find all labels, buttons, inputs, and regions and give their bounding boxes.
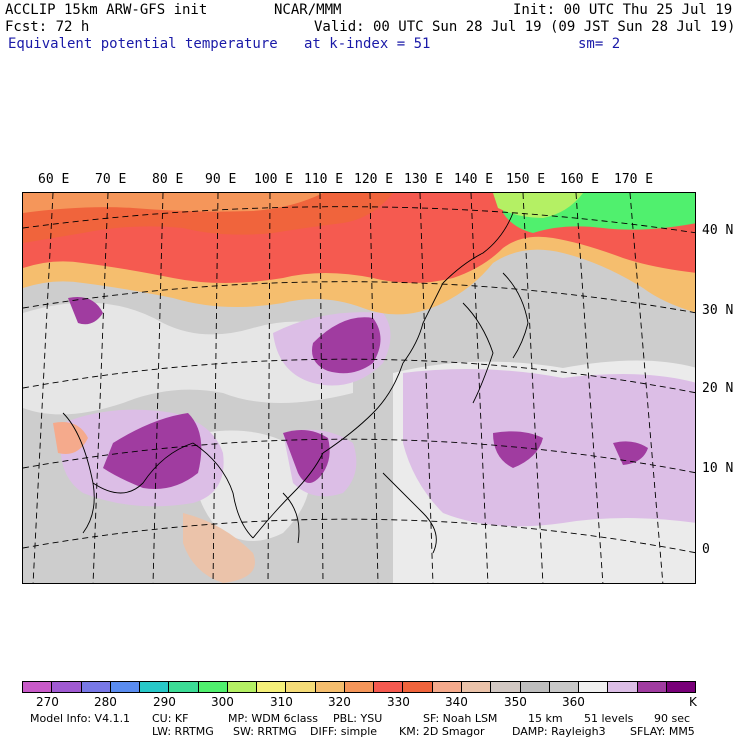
colorbar-label: 340 (445, 695, 468, 709)
pink-region (53, 422, 88, 454)
theta-e-map (22, 192, 696, 584)
purple-region (403, 369, 695, 527)
diff-scheme: DIFF: simple (310, 725, 378, 738)
colorbar-label: 330 (387, 695, 410, 709)
coastlines (62, 212, 529, 554)
colorbar-swatch (666, 682, 696, 692)
sw-scheme: SW: RRTMG (233, 725, 297, 738)
colorbar-label: 360 (562, 695, 585, 709)
light-region (195, 430, 310, 541)
colorbar-swatch (23, 682, 53, 692)
colorbar-swatch (257, 682, 287, 692)
lat-label: 20 N (702, 381, 734, 396)
colorbar-swatch (81, 682, 111, 692)
colorbar-swatch (344, 682, 375, 692)
colorbar-unit: K (689, 695, 697, 709)
colorbar-swatch (52, 682, 82, 692)
grid-spacing: 15 km (528, 712, 563, 725)
colorbar-swatch (491, 682, 521, 692)
lon-label: 120 E (354, 172, 394, 187)
orange-region (23, 193, 323, 213)
org-label: NCAR/MMM (274, 2, 342, 18)
colorbar (22, 681, 696, 693)
colorbar-swatch (315, 682, 345, 692)
level-info: at k-index = 51 (304, 36, 431, 52)
light-region (23, 302, 353, 415)
colorbar-swatch (608, 682, 638, 692)
damp-scheme: DAMP: Rayleigh3 (512, 725, 606, 738)
colorbar-label: 290 (153, 695, 176, 709)
lon-label: 70 E (95, 172, 127, 187)
colorbar-label: 280 (94, 695, 117, 709)
map-canvas (23, 193, 695, 583)
colorbar-swatch (286, 682, 316, 692)
colorbar-swatch (227, 682, 258, 692)
colorbar-label: 270 (36, 695, 59, 709)
smoothing-info: sm= 2 (578, 36, 621, 52)
colorbar-swatch (198, 682, 228, 692)
lat-label: 40 N (702, 223, 734, 238)
colorbar-swatch (432, 682, 462, 692)
colorbar-swatch (637, 682, 667, 692)
dark-purple-region (103, 413, 202, 489)
lon-label: 100 E (254, 172, 294, 187)
lon-label: 140 E (454, 172, 494, 187)
init-time: Init: 00 UTC Thu 25 Jul 19 (513, 2, 733, 18)
lon-label: 150 E (506, 172, 546, 187)
lon-label: 110 E (304, 172, 344, 187)
green-region (493, 193, 583, 218)
dark-purple-region (613, 441, 648, 465)
lat-label: 30 N (702, 303, 734, 318)
pink-region (183, 513, 255, 583)
km-scheme: KM: 2D Smagor (399, 725, 485, 738)
sflay-scheme: SFLAY: MM5 (630, 725, 695, 738)
colorbar-swatch (169, 682, 199, 692)
colorbar-swatch (374, 682, 404, 692)
lon-label: 130 E (404, 172, 444, 187)
colorbar-swatch (140, 682, 170, 692)
lon-label: 60 E (38, 172, 70, 187)
colorbar-swatch (403, 682, 433, 692)
lw-scheme: LW: RRTMG (152, 725, 214, 738)
lon-label: 160 E (560, 172, 600, 187)
sf-scheme: SF: Noah LSM (423, 712, 498, 725)
lon-label: 170 E (614, 172, 654, 187)
colorbar-label: 310 (270, 695, 293, 709)
colorbar-label: 300 (211, 695, 234, 709)
cu-scheme: CU: KF (152, 712, 189, 725)
dark-purple-region (493, 431, 543, 468)
time-step: 90 sec (654, 712, 691, 725)
lat-label: 10 N (702, 461, 734, 476)
lon-label: 80 E (152, 172, 184, 187)
field-name: Equivalent potential temperature (8, 36, 278, 52)
forecast-hour: Fcst: 72 h (5, 19, 90, 35)
colorbar-swatch (110, 682, 141, 692)
colorbar-label: 350 (504, 695, 527, 709)
pbl-scheme: PBL: YSU (333, 712, 383, 725)
lon-label: 90 E (205, 172, 237, 187)
model-info: Model Info: V4.1.1 (30, 712, 131, 725)
mp-scheme: MP: WDM 6class (228, 712, 318, 725)
model-title: ACCLIP 15km ARW-GFS init (5, 2, 208, 18)
level-count: 51 levels (584, 712, 634, 725)
colorbar-swatch (520, 682, 550, 692)
valid-time: Valid: 00 UTC Sun 28 Jul 19 (09 JST Sun … (314, 19, 736, 35)
dark-purple-region (68, 297, 103, 325)
colorbar-swatch (579, 682, 609, 692)
dark-purple-region (283, 429, 330, 483)
colorbar-swatch (461, 682, 492, 692)
colorbar-label: 320 (328, 695, 351, 709)
lat-label: 0 (702, 542, 710, 557)
colorbar-swatch (549, 682, 580, 692)
